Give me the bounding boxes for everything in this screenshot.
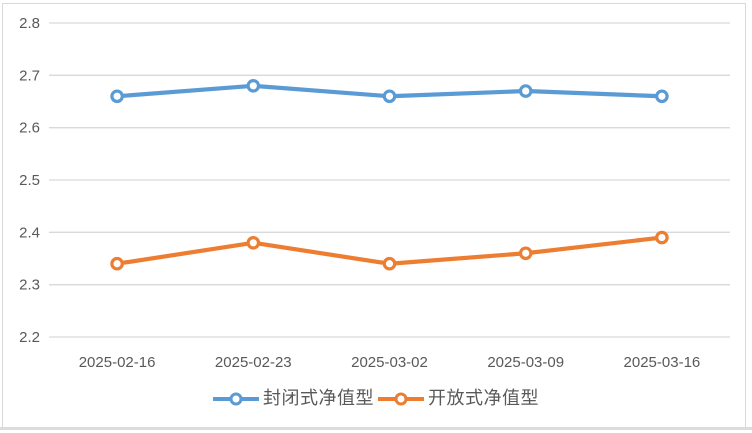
data-point-marker — [246, 79, 261, 93]
x-tick-label: 2025-03-09 — [487, 354, 564, 371]
chart-legend: 封闭式净值型 开放式净值型 — [0, 388, 752, 410]
x-tick-label: 2025-02-16 — [79, 354, 156, 371]
data-point-marker — [655, 89, 669, 104]
y-tick-label: 2.7 — [19, 67, 40, 84]
data-point-marker — [110, 89, 124, 104]
data-point-marker — [518, 246, 533, 261]
data-point-marker — [518, 84, 533, 98]
legend-circle-marker-icon — [394, 392, 408, 406]
x-tick-label: 2025-03-16 — [624, 354, 701, 371]
y-tick-label: 2.5 — [19, 172, 40, 189]
y-tick-label: 2.6 — [19, 120, 40, 137]
bottom-border-band — [0, 427, 752, 430]
chart-frame — [2, 3, 746, 427]
x-tick-label: 2025-03-02 — [351, 354, 428, 371]
data-point-marker — [110, 256, 124, 271]
data-point-marker — [655, 230, 669, 245]
y-tick-label: 2.2 — [19, 329, 40, 346]
legend-marker-line-circle-icon — [378, 392, 424, 406]
legend-label: 封闭式净值型 — [263, 388, 374, 409]
data-point-marker — [382, 89, 397, 104]
legend-item-open-net-value: 开放式净值型 — [378, 388, 539, 410]
y-tick-label: 2.8 — [19, 15, 40, 32]
data-point-marker — [246, 236, 261, 250]
legend-label: 开放式净值型 — [428, 388, 539, 409]
legend-marker-line-circle-icon — [213, 392, 259, 406]
y-tick-label: 2.3 — [19, 277, 40, 294]
data-point-marker — [382, 256, 397, 271]
x-tick-label: 2025-02-23 — [215, 354, 292, 371]
legend-circle-marker-icon — [229, 392, 243, 406]
legend-item-closed-net-value: 封闭式净值型 — [213, 388, 374, 410]
y-tick-label: 2.4 — [19, 224, 40, 241]
